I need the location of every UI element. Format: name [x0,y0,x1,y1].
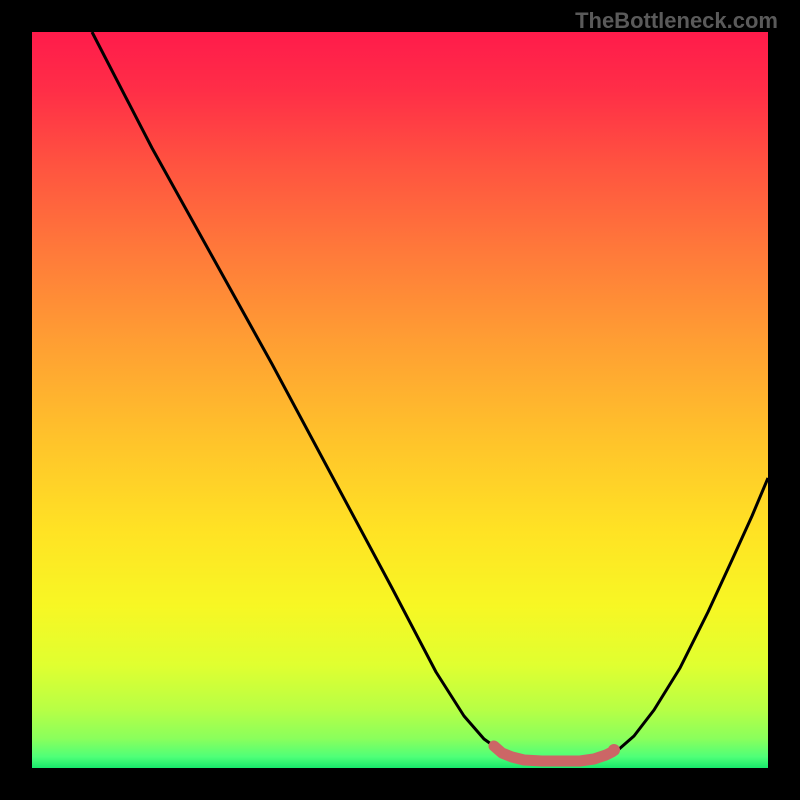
trough-marker [494,746,612,761]
curve-layer [0,0,800,800]
chart-container: TheBottleneck.com [0,0,800,800]
bottleneck-curve [92,32,768,760]
trough-end-dot [608,744,620,756]
watermark-text: TheBottleneck.com [575,8,778,34]
